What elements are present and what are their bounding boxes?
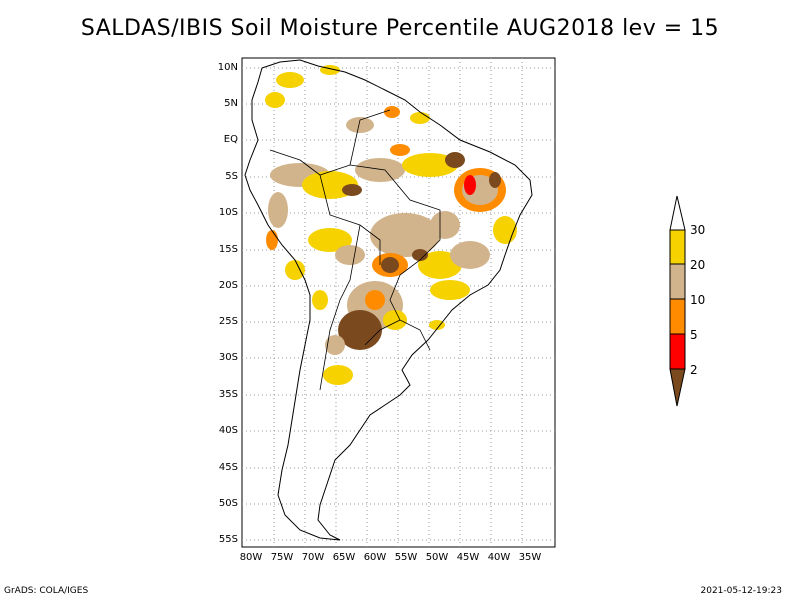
colorbar-10-5	[669, 298, 686, 335]
lat-label-10s: 10S	[218, 207, 238, 218]
lon-label-50w: 50W	[425, 552, 449, 563]
footer-timestamp: 2021-05-12-19:23	[700, 586, 783, 596]
lat-label-30s: 30S	[218, 352, 238, 363]
colorbar	[669, 195, 686, 407]
lon-label-55w: 55W	[394, 552, 418, 563]
south-america-coastline	[244, 59, 533, 541]
colorbar-5-2	[669, 333, 686, 370]
lat-label-25s: 25S	[218, 316, 238, 327]
lat-label-15s: 15S	[218, 244, 238, 255]
lat-label-5n: 5N	[224, 98, 238, 109]
colorbar-label-5: 5	[690, 328, 698, 342]
lon-label-35w: 35W	[518, 552, 542, 563]
lat-label-35s: 35S	[218, 389, 238, 400]
lat-label-55s: 55S	[218, 534, 238, 545]
colorbar-label-20: 20	[690, 258, 706, 272]
lon-label-60w: 60W	[363, 552, 387, 563]
lat-label-20s: 20S	[218, 280, 238, 291]
lon-label-40w: 40W	[487, 552, 511, 563]
footer-credit: GrADS: COLA/IGES	[4, 586, 89, 596]
lon-label-80w: 80W	[239, 552, 263, 563]
colorbar-top-arrow	[669, 195, 686, 231]
lon-label-75w: 75W	[270, 552, 294, 563]
colorbar-bottom-arrow	[669, 368, 686, 407]
colorbar-30-20	[669, 229, 686, 265]
lat-label-50s: 50S	[218, 498, 238, 509]
colorbar-20-10	[669, 263, 686, 300]
lon-label-70w: 70W	[301, 552, 325, 563]
lat-label-eq: EQ	[223, 134, 238, 145]
map-title: SALDAS/IBIS Soil Moisture Percentile AUG…	[80, 16, 720, 41]
percentile-shading	[265, 65, 517, 385]
lon-label-65w: 65W	[332, 552, 356, 563]
colorbar-label-2: 2	[690, 363, 698, 377]
lon-label-45w: 45W	[456, 552, 480, 563]
colorbar-label-10: 10	[690, 293, 706, 307]
lat-label-40s: 40S	[218, 425, 238, 436]
lat-label-5s: 5S	[225, 171, 238, 182]
colorbar-label-30: 30	[690, 223, 706, 237]
lat-label-10n: 10N	[217, 62, 238, 73]
country-borders	[269, 109, 441, 391]
lat-label-45s: 45S	[218, 462, 238, 473]
